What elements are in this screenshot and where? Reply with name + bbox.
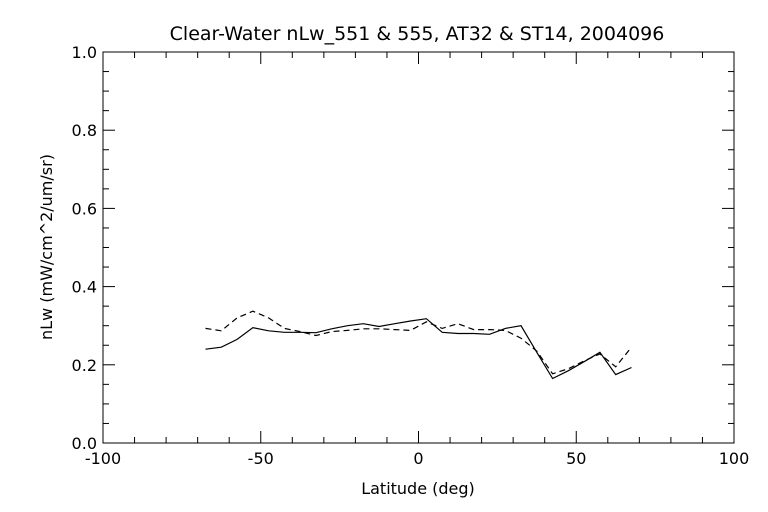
- x-tick-label: -50: [248, 449, 274, 468]
- chart-title: Clear-Water nLw_551 & 555, AT32 & ST14, …: [170, 23, 665, 45]
- plot-frame: [102, 51, 735, 444]
- y-tick-label: 0.6: [72, 199, 97, 218]
- x-tick-label: -100: [85, 449, 121, 468]
- x-tick-label: 100: [719, 449, 750, 468]
- x-tick-label: 0: [413, 449, 423, 468]
- series-line-solid: [205, 318, 632, 380]
- y-tick-label: 0.8: [72, 121, 97, 140]
- y-tick-labels: 0.0 0.2 0.4 0.6 0.8 1.0: [72, 43, 97, 453]
- y-tick-label: 0.4: [72, 278, 97, 297]
- y-tick-label: 0.2: [72, 356, 97, 375]
- x-axis-label: Latitude (deg): [361, 479, 475, 498]
- y-tick-label: 0.0: [72, 434, 97, 453]
- x-tick-label: 50: [566, 449, 586, 468]
- y-tick-label: 1.0: [72, 43, 97, 62]
- axis-ticks: [102, 51, 735, 444]
- x-tick-labels: -100 -50 0 50 100: [85, 449, 749, 468]
- series-line-dashed: [205, 310, 632, 375]
- y-axis-label: nLw (mW/cm^2/um/sr): [37, 154, 56, 340]
- series-lines: [205, 310, 632, 380]
